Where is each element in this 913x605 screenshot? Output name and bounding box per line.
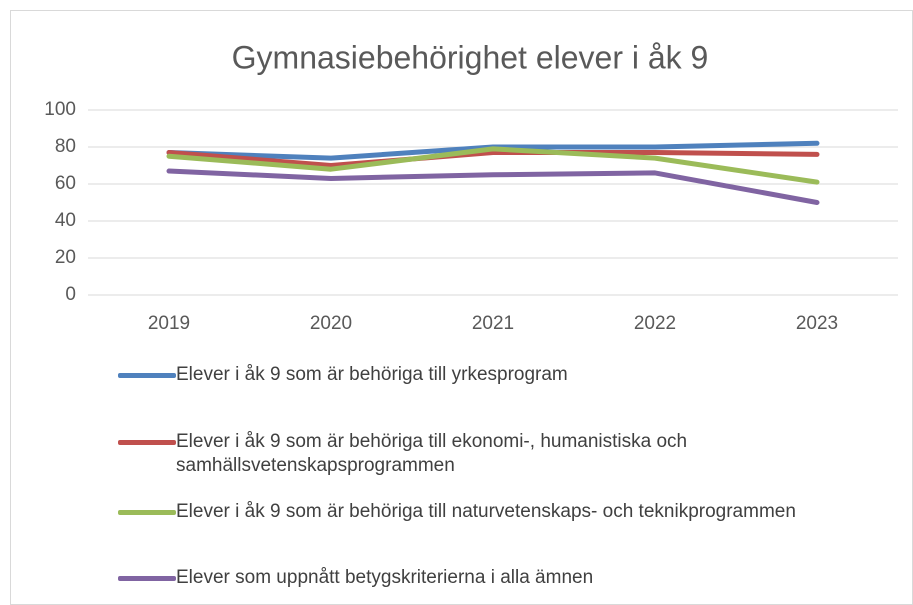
legend-label: Elever i åk 9 som är behöriga till yrkes…	[176, 364, 568, 385]
legend-item: Elever som uppnått betygskriterierna i a…	[118, 566, 836, 590]
y-tick-label: 20	[55, 247, 76, 268]
x-tick-label: 2021	[472, 313, 514, 334]
y-tick-label: 100	[44, 99, 76, 120]
legend-label: Elever i åk 9 som är behöriga till ekono…	[176, 431, 688, 476]
chart-title: Gymnasiebehörighet elever i åk 9	[232, 39, 709, 75]
x-tick-label: 2019	[148, 313, 190, 334]
y-tick-label: 80	[55, 136, 76, 157]
series-line	[166, 168, 820, 205]
series-line	[166, 150, 820, 168]
legend-swatch	[118, 576, 176, 581]
x-tick-label: 2020	[310, 313, 352, 334]
y-tick-label: 0	[65, 284, 76, 305]
y-tick-label: 40	[55, 210, 76, 231]
series-line	[166, 146, 820, 185]
legend-swatch	[118, 373, 176, 378]
legend-item: Elever i åk 9 som är behöriga till ekono…	[118, 430, 836, 478]
x-tick-label: 2022	[634, 313, 676, 334]
legend-item: Elever i åk 9 som är behöriga till natur…	[118, 500, 836, 524]
x-tick-label: 2023	[796, 313, 838, 334]
legend-swatch	[118, 510, 176, 515]
legend-swatch	[118, 440, 176, 445]
legend-item: Elever i åk 9 som är behöriga till yrkes…	[118, 363, 836, 387]
y-tick-label: 60	[55, 173, 76, 194]
legend-label: Elever i åk 9 som är behöriga till natur…	[176, 501, 796, 522]
legend-label: Elever som uppnått betygskriterierna i a…	[176, 567, 594, 588]
